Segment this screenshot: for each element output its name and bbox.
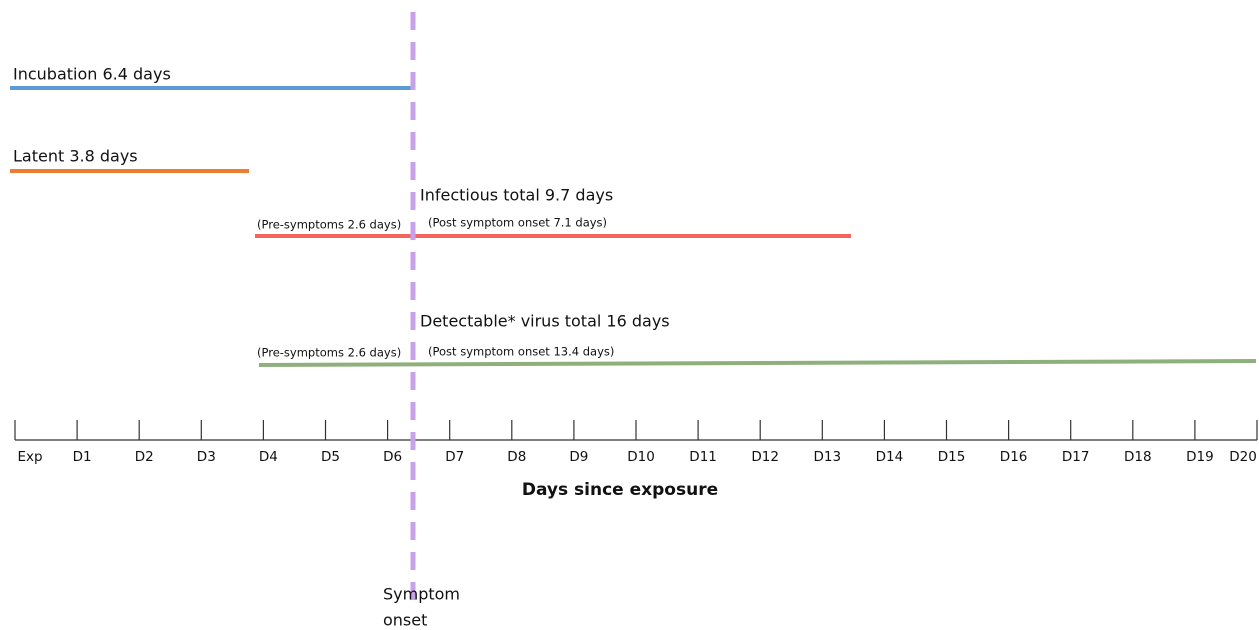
tick-label: D10 — [627, 449, 655, 465]
post-label: (Post symptom onset 13.4 days) — [428, 345, 614, 359]
tick-label: D17 — [1062, 449, 1090, 465]
tick-label: D19 — [1186, 449, 1214, 465]
tick-label: D15 — [938, 449, 966, 465]
axis: Exp D1 D2 D3 D4 D5 D6 D7 D8 D9 D10 D11 D12 D13 D14 D15 D… — [14, 420, 1258, 465]
tick-label: D20 — [1229, 449, 1257, 465]
tick-label: D14 — [876, 449, 904, 465]
detectable-bar — [258, 359, 1257, 367]
tick-label: D11 — [689, 449, 717, 465]
period-label: Incubation 6.4 days — [13, 65, 171, 84]
period-label: Detectable* virus total 16 days — [420, 312, 670, 331]
tick-label: D5 — [321, 449, 340, 465]
tick-label: Exp — [17, 449, 42, 465]
marker-label: Symptom — [383, 585, 460, 604]
tick-label: D6 — [383, 449, 402, 465]
tick-label: D8 — [507, 449, 526, 465]
tick-label: D13 — [814, 449, 842, 465]
marker-label: onset — [383, 611, 427, 630]
tick-label: D9 — [569, 449, 588, 465]
tick-label: D3 — [197, 449, 216, 465]
tick-label: D1 — [73, 449, 92, 465]
pre-label: (Pre-symptoms 2.6 days) — [257, 218, 401, 232]
tick-label: D7 — [445, 449, 464, 465]
period-label: Latent 3.8 days — [13, 147, 138, 166]
axis-title: Days since exposure — [522, 480, 718, 500]
tick-label: D18 — [1124, 449, 1152, 465]
tick-label: D16 — [1000, 449, 1028, 465]
period-label: Infectious total 9.7 days — [420, 186, 613, 205]
tick-label: D12 — [751, 449, 779, 465]
tick-label: D2 — [135, 449, 154, 465]
post-label: (Post symptom onset 7.1 days) — [428, 216, 607, 230]
tick-label: D4 — [259, 449, 278, 465]
pre-label: (Pre-symptoms 2.6 days) — [257, 346, 401, 360]
